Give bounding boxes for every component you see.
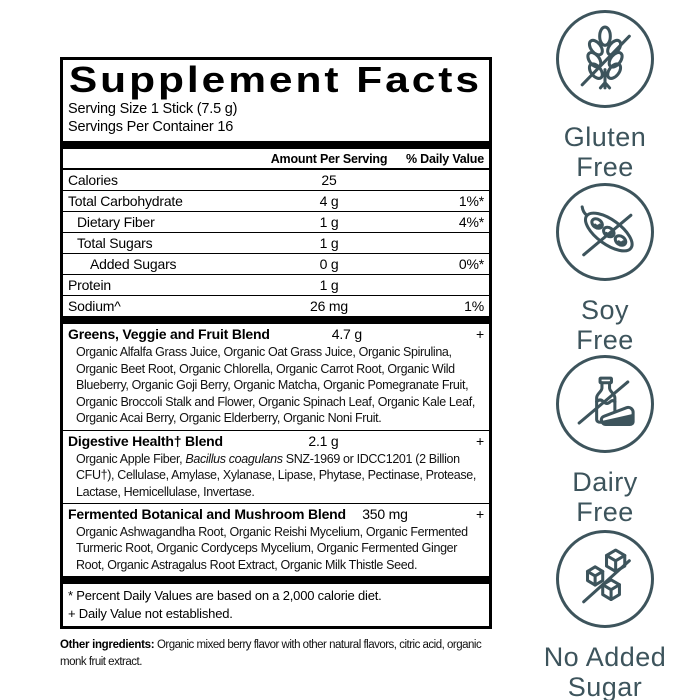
nutrient-row: Calories 25 xyxy=(63,170,489,190)
blend-daily-value-plus: + xyxy=(476,432,484,449)
blend-header-row: Greens, Veggie and Fruit Blend 4.7 g + xyxy=(68,326,484,343)
footnotes: * Percent Daily Values are based on a 2,… xyxy=(63,584,489,625)
nutrient-amount: 26 mg xyxy=(310,298,348,315)
nutrient-row: Total Sugars 1 g xyxy=(63,232,489,253)
blend-section: Digestive Health† Blend 2.1 g + Organic … xyxy=(63,429,489,503)
column-header-daily-value: % Daily Value xyxy=(406,151,484,166)
blend-ingredients-text: Organic Alfalfa Grass Juice, Organic Oat… xyxy=(76,345,475,426)
nutrient-row: Added Sugars 0 g 0%* xyxy=(63,253,489,274)
blend-ingredients: Organic Apple Fiber, Bacillus coagulans … xyxy=(68,450,484,501)
panel-title: Supplement Facts xyxy=(68,59,482,100)
nutrient-name: Calories xyxy=(68,171,118,188)
badge-label-line: No Added xyxy=(543,642,667,672)
sugar-cubes-crossed-icon xyxy=(556,530,654,628)
nutrient-amount: 0 g xyxy=(319,256,339,273)
nutrient-amount: 1 g xyxy=(319,214,339,230)
nutrient-name: Sodium^ xyxy=(68,298,121,315)
nutrient-name: Added Sugars xyxy=(90,256,177,273)
footnote-daily-value: * Percent Daily Values are based on a 2,… xyxy=(68,588,382,604)
nutrient-daily-value: 1% xyxy=(464,298,484,315)
badge-label: No Added Sugar xyxy=(527,642,683,700)
divider-bar-thick xyxy=(63,140,489,149)
badge-label-line: Dairy xyxy=(572,467,638,497)
blend-section: Greens, Veggie and Fruit Blend 4.7 g + O… xyxy=(63,324,489,429)
wheat-crossed-icon xyxy=(556,10,654,108)
badge-label-line: Free xyxy=(576,152,634,183)
other-ingredients-label: Other ingredients: xyxy=(60,638,155,651)
blend-daily-value-plus: + xyxy=(476,506,484,523)
badge-label-line: Gluten xyxy=(563,122,647,152)
blend-name: Greens, Veggie and Fruit Blend xyxy=(68,326,270,343)
badge-label-line: Soy xyxy=(580,295,630,325)
badge-no-added-sugar: No Added Sugar xyxy=(527,530,683,700)
nutrient-daily-value: 4%* xyxy=(458,214,484,230)
nutrient-row: Sodium^ 26 mg 1% xyxy=(63,295,489,316)
nutrient-row: Dietary Fiber 1 g 4%* xyxy=(63,211,489,232)
blend-amount: 4.7 g xyxy=(331,326,362,343)
badge-label-line: Sugar xyxy=(567,672,643,700)
divider-bar-thick xyxy=(63,316,489,325)
nutrient-rows: Calories 25 Total Carbohydrate 4 g 1%* D… xyxy=(63,170,489,317)
blend-sections: Greens, Veggie and Fruit Blend 4.7 g + O… xyxy=(63,324,489,576)
servings-per-container-text: Servings Per Container 16 xyxy=(68,119,234,136)
blend-header-row: Fermented Botanical and Mushroom Blend 3… xyxy=(68,506,484,523)
badge-label-line: Free xyxy=(576,325,634,356)
nutrient-name: Total Sugars xyxy=(77,235,153,252)
blend-header-row: Digestive Health† Blend 2.1 g + xyxy=(68,433,484,450)
column-header-row: Amount Per Serving % Daily Value xyxy=(63,149,489,170)
blend-ingredients: Organic Ashwagandha Root, Organic Reishi… xyxy=(68,523,484,574)
blend-section: Fermented Botanical and Mushroom Blend 3… xyxy=(63,503,489,576)
serving-size-text: Serving Size 1 Stick (7.5 g) xyxy=(68,100,238,117)
nutrient-daily-value: 1%* xyxy=(458,192,484,209)
other-ingredients-text: Organic mixed berry flavor with other na… xyxy=(60,638,482,668)
nutrient-name: Protein xyxy=(68,277,111,294)
blend-amount: 2.1 g xyxy=(308,432,339,449)
nutrient-row: Total Carbohydrate 4 g 1%* xyxy=(63,189,489,211)
soy-crossed-icon xyxy=(556,183,654,281)
blend-amount: 350 mg xyxy=(362,506,408,523)
badge-label: Soy Free xyxy=(527,295,683,355)
other-ingredients: Other ingredients: Organic mixed berry f… xyxy=(60,637,492,672)
badge-column: Gluten Free Soy Free xyxy=(527,0,683,700)
dairy-crossed-icon xyxy=(556,355,654,453)
blend-ingredients-suffix: SNZ-1969 or IDCC1201 (2 Billion CFU†), C… xyxy=(76,451,477,499)
nutrient-row: Protein 1 g xyxy=(63,274,489,295)
blend-ingredients-italic: Bacillus coagulans xyxy=(185,451,283,466)
footnote-not-established: + Daily Value not established. xyxy=(68,605,233,621)
badge-dairy-free: Dairy Free xyxy=(527,355,683,527)
nutrient-daily-value: 0%* xyxy=(458,256,484,273)
supplement-facts-panel: Supplement Facts Serving Size 1 Stick (7… xyxy=(60,57,492,629)
blend-ingredients-prefix: Organic Apple Fiber, xyxy=(76,451,186,466)
blend-ingredients-text: Organic Ashwagandha Root, Organic Reishi… xyxy=(76,524,468,572)
badge-label: Gluten Free xyxy=(527,122,683,182)
blend-daily-value-plus: + xyxy=(476,326,484,343)
badge-soy-free: Soy Free xyxy=(527,183,683,355)
blend-ingredients: Organic Alfalfa Grass Juice, Organic Oat… xyxy=(68,343,484,427)
badge-label: Dairy Free xyxy=(527,467,683,527)
nutrient-name: Dietary Fiber xyxy=(77,214,155,230)
nutrient-amount: 1 g xyxy=(319,277,339,294)
divider-bar-thick xyxy=(63,576,489,585)
badge-gluten-free: Gluten Free xyxy=(527,10,683,182)
nutrient-amount: 4 g xyxy=(319,192,339,209)
badge-label-line: Free xyxy=(576,497,634,528)
nutrient-amount: 1 g xyxy=(319,235,339,252)
column-header-amount: Amount Per Serving xyxy=(270,151,388,166)
nutrient-name: Total Carbohydrate xyxy=(68,192,183,209)
nutrient-amount: 25 xyxy=(321,171,337,188)
label-column: Supplement Facts Serving Size 1 Stick (7… xyxy=(60,57,492,671)
blend-name: Fermented Botanical and Mushroom Blend xyxy=(68,506,346,523)
blend-name: Digestive Health† Blend xyxy=(68,432,223,449)
